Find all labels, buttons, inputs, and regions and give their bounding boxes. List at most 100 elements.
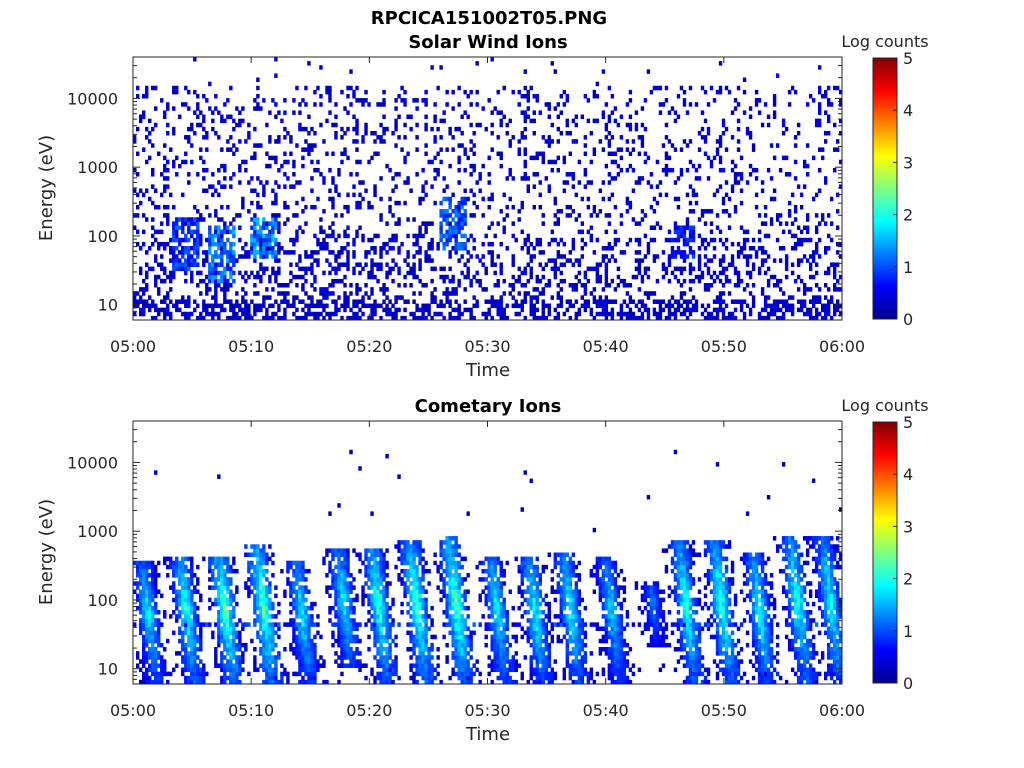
spectrogram-cell [613, 299, 618, 304]
spectrogram-cell [736, 278, 741, 284]
spectrogram-cell [205, 258, 209, 263]
spectrogram-cell [451, 217, 455, 222]
spectrogram-cell [481, 163, 485, 169]
spectrogram-cell [481, 196, 485, 202]
spectrogram-cell [520, 93, 524, 99]
spectrogram-cell [553, 196, 557, 202]
spectrogram-cell [241, 159, 245, 165]
spectrogram-cell [397, 270, 401, 276]
spectrogram-cell [337, 564, 341, 570]
spectrogram-cell [202, 217, 206, 222]
spectrogram-cell [343, 307, 347, 313]
spectrogram-cell [229, 679, 233, 685]
spectrogram-cell [136, 241, 140, 247]
spectrogram-cell [370, 593, 374, 599]
spectrogram-cell [172, 274, 176, 280]
spectrogram-cell [382, 299, 386, 304]
spectrogram-cell [208, 229, 212, 235]
spectrogram-cell [166, 303, 170, 309]
spectrogram [133, 449, 843, 685]
spectrogram-cell [445, 299, 449, 304]
spectrogram-cell [169, 274, 173, 280]
spectrogram-cell [727, 262, 732, 267]
spectrogram-cell [565, 98, 570, 103]
spectrogram-cell [199, 110, 203, 115]
spectrogram-cell [478, 172, 482, 177]
spectrogram-cell [469, 122, 473, 128]
spectrogram-cell [547, 283, 551, 288]
spectrogram-cell [349, 630, 353, 636]
spectrogram-cell [175, 262, 179, 267]
spectrogram-cell [145, 610, 149, 615]
spectrogram-cell [142, 311, 146, 317]
spectrogram-cell [202, 135, 206, 140]
spectrogram-cell [346, 626, 350, 631]
spectrogram-cell [727, 196, 732, 202]
spectrogram-cell [628, 299, 633, 304]
spectrogram-cell [409, 311, 413, 317]
spectrogram-cell [259, 564, 263, 570]
spectrogram-cell [721, 307, 726, 313]
spectrogram-cell [274, 196, 278, 202]
spectrogram-cell [139, 114, 143, 120]
spectrogram-cell [466, 307, 470, 313]
spectrogram-cell [256, 564, 260, 570]
spectrogram-cell [718, 270, 723, 276]
spectrogram-cell [268, 278, 272, 284]
spectrogram-cell [256, 581, 260, 586]
spectrogram-cell [481, 213, 485, 218]
spectrogram-cell [397, 217, 401, 222]
spectrogram-cell [154, 630, 158, 636]
spectrogram-cell [184, 159, 188, 165]
spectrogram-cell [448, 126, 452, 132]
spectrogram-cell [679, 147, 684, 152]
spectrogram-cell [139, 593, 143, 599]
colorbar-tick-label: 2 [903, 206, 913, 225]
spectrogram-cell [181, 659, 185, 664]
spectrogram-cell [154, 655, 158, 660]
spectrogram-cell [658, 102, 663, 107]
spectrogram-cell [529, 258, 533, 263]
spectrogram-cell [142, 622, 146, 627]
spectrogram-cell [541, 266, 545, 272]
spectrogram-cell [163, 307, 167, 313]
spectrogram-cell [253, 229, 257, 235]
spectrogram-cell [289, 151, 293, 157]
spectrogram-cell [283, 98, 287, 103]
spectrogram-cell [298, 564, 302, 570]
spectrogram-cell [160, 266, 164, 272]
spectrogram-cell [265, 679, 269, 685]
spectrogram-cell [307, 568, 311, 574]
spectrogram-cell [340, 262, 344, 267]
spectrogram-cell [331, 568, 335, 574]
spectrogram-cell [313, 258, 317, 263]
spectrogram-cell [301, 589, 305, 594]
spectrogram-cell [718, 135, 723, 140]
spectrogram-cell [274, 250, 278, 255]
spectrogram-cell [463, 89, 467, 95]
spectrogram-cell [328, 233, 332, 239]
spectrogram-cell [283, 295, 287, 300]
spectrogram-cell [190, 622, 194, 627]
spectrogram-cell [502, 307, 506, 313]
spectrogram-cell [226, 663, 230, 668]
spectrogram-cell [817, 122, 822, 128]
spectrogram-cell [439, 233, 443, 239]
spectrogram-cell [667, 229, 672, 235]
spectrogram-cell [793, 176, 798, 181]
spectrogram-cell [295, 143, 299, 148]
spectrogram-cell [220, 601, 224, 607]
spectrogram-cell [469, 278, 473, 284]
spectrogram-cell [517, 291, 521, 296]
spectrogram-cell [313, 311, 317, 317]
spectrogram-cell [277, 303, 281, 309]
spectrogram-cell [412, 262, 416, 267]
spectrogram-cell [259, 610, 263, 615]
spectrogram-cell [331, 250, 335, 255]
spectrogram-cell [541, 213, 545, 218]
spectrogram-cell [265, 655, 269, 660]
spectrogram-cell [748, 114, 753, 120]
spectrogram-cell [472, 237, 476, 243]
spectrogram-cell [172, 303, 176, 309]
spectrogram-cell [601, 287, 606, 292]
